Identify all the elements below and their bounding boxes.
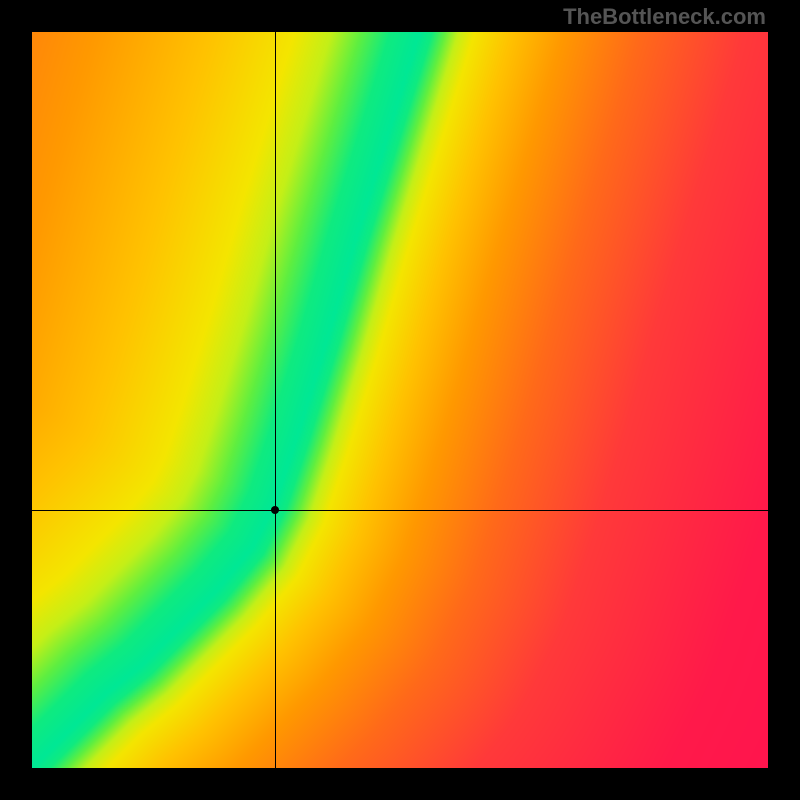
heatmap-canvas [32, 32, 768, 768]
crosshair-vertical [275, 32, 276, 768]
crosshair-horizontal [32, 510, 768, 511]
heatmap-plot [32, 32, 768, 768]
crosshair-marker [271, 506, 279, 514]
attribution-text: TheBottleneck.com [563, 4, 766, 30]
